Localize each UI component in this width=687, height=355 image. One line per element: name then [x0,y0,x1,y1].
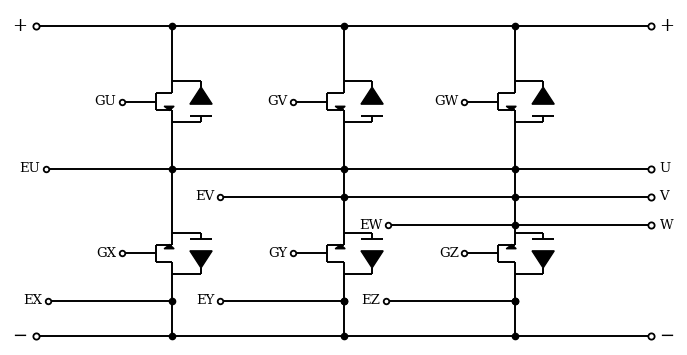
Text: W: W [660,219,673,231]
Text: V: V [660,190,669,203]
Polygon shape [361,87,383,104]
Text: EX: EX [23,294,43,307]
Text: EY: EY [196,294,215,307]
Text: −: − [12,327,27,345]
Text: GV: GV [267,95,288,108]
Text: EZ: EZ [361,294,381,307]
Text: EU: EU [19,162,41,175]
Polygon shape [164,106,174,110]
Polygon shape [335,245,345,249]
Text: EW: EW [359,219,383,231]
Text: U: U [660,162,671,175]
Text: GY: GY [269,247,288,260]
Polygon shape [506,245,516,249]
Polygon shape [532,87,554,104]
Text: EV: EV [196,190,215,203]
Text: +: + [660,17,675,35]
Text: GW: GW [434,95,459,108]
Polygon shape [361,251,383,268]
Polygon shape [532,251,554,268]
Polygon shape [190,251,212,268]
Text: GZ: GZ [439,247,459,260]
Text: −: − [660,327,675,345]
Polygon shape [164,245,174,249]
Text: GU: GU [95,95,117,108]
Polygon shape [335,106,345,110]
Text: GX: GX [97,247,117,260]
Polygon shape [190,87,212,104]
Text: +: + [12,17,27,35]
Polygon shape [506,106,516,110]
